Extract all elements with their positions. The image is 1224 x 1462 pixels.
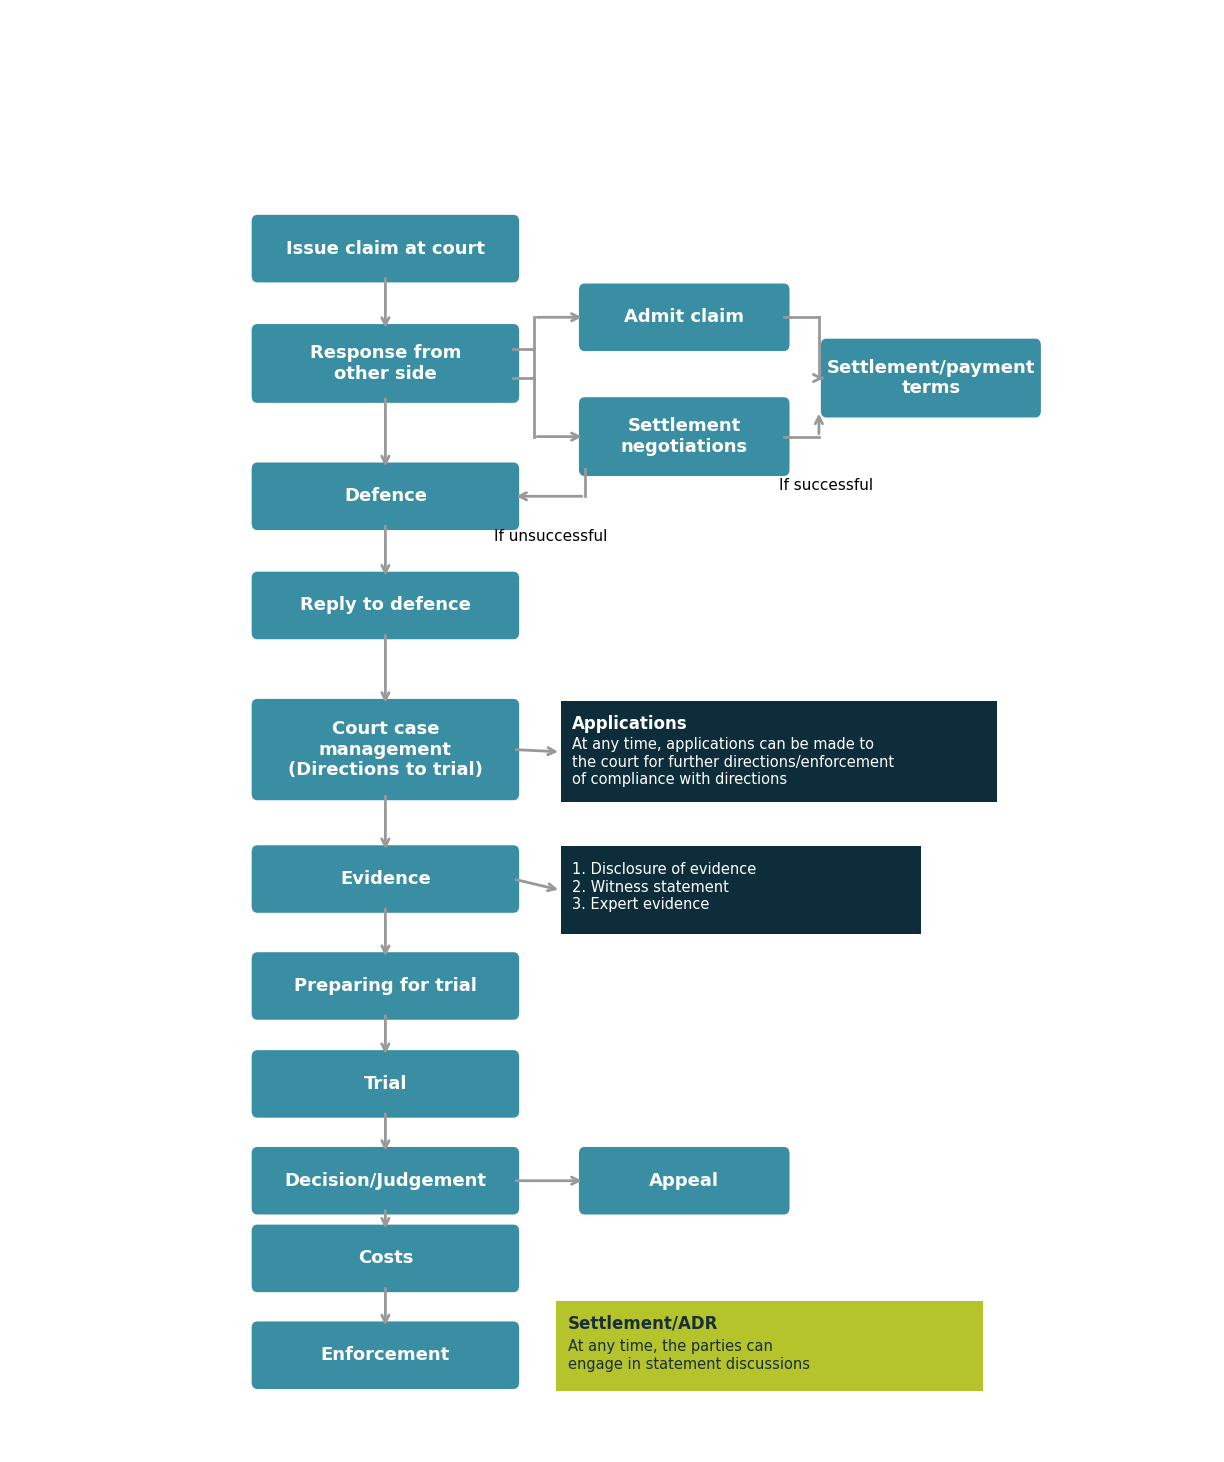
Text: Settlement/ADR: Settlement/ADR — [568, 1314, 718, 1333]
FancyBboxPatch shape — [252, 215, 519, 282]
FancyBboxPatch shape — [821, 339, 1040, 418]
Text: Preparing for trial: Preparing for trial — [294, 977, 477, 996]
FancyBboxPatch shape — [561, 846, 922, 934]
Text: Admit claim: Admit claim — [624, 308, 744, 326]
FancyBboxPatch shape — [252, 1322, 519, 1389]
Text: 1. Disclosure of evidence
2. Witness statement
3. Expert evidence: 1. Disclosure of evidence 2. Witness sta… — [573, 863, 756, 912]
FancyBboxPatch shape — [579, 1148, 789, 1215]
FancyBboxPatch shape — [556, 1301, 983, 1392]
Text: Issue claim at court: Issue claim at court — [286, 240, 485, 257]
Text: Settlement/payment
terms: Settlement/payment terms — [826, 358, 1036, 398]
Text: Appeal: Appeal — [649, 1171, 720, 1190]
FancyBboxPatch shape — [579, 284, 789, 351]
Text: Court case
management
(Directions to trial): Court case management (Directions to tri… — [288, 719, 482, 779]
Text: Evidence: Evidence — [340, 870, 431, 887]
FancyBboxPatch shape — [252, 1148, 519, 1215]
Text: Settlement
negotiations: Settlement negotiations — [621, 417, 748, 456]
Text: If successful: If successful — [780, 478, 873, 493]
Text: At any time, applications can be made to
the court for further directions/enforc: At any time, applications can be made to… — [573, 737, 895, 787]
FancyBboxPatch shape — [561, 702, 998, 803]
Text: Defence: Defence — [344, 487, 427, 506]
Text: Trial: Trial — [364, 1075, 408, 1094]
Text: Costs: Costs — [357, 1250, 412, 1268]
FancyBboxPatch shape — [252, 325, 519, 404]
Text: Applications: Applications — [573, 715, 688, 732]
FancyBboxPatch shape — [252, 845, 519, 912]
FancyBboxPatch shape — [252, 1225, 519, 1292]
Text: If unsuccessful: If unsuccessful — [494, 529, 608, 544]
FancyBboxPatch shape — [252, 1050, 519, 1117]
FancyBboxPatch shape — [252, 952, 519, 1020]
FancyBboxPatch shape — [579, 398, 789, 477]
FancyBboxPatch shape — [252, 462, 519, 531]
Text: Decision/Judgement: Decision/Judgement — [284, 1171, 486, 1190]
Text: Reply to defence: Reply to defence — [300, 596, 471, 614]
FancyBboxPatch shape — [252, 572, 519, 639]
FancyBboxPatch shape — [252, 699, 519, 800]
Text: Response from
other side: Response from other side — [310, 344, 461, 383]
Text: Enforcement: Enforcement — [321, 1347, 450, 1364]
Text: At any time, the parties can
engage in statement discussions: At any time, the parties can engage in s… — [568, 1339, 809, 1371]
